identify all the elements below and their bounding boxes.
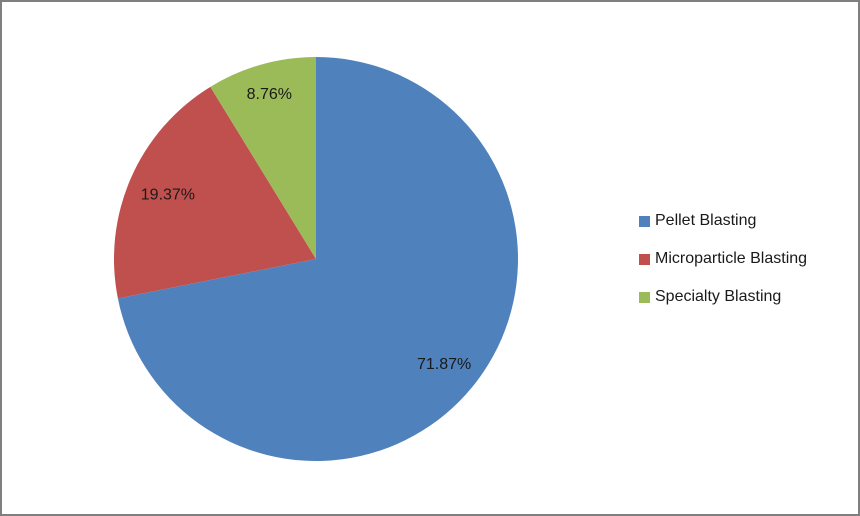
slice-percent-label: 19.37% [141, 186, 195, 203]
slice-percent-label: 8.76% [247, 86, 292, 103]
legend-swatch-icon [639, 291, 650, 303]
pie-slice-specialty-blasting [210, 57, 316, 259]
pie-slice-pellet-blasting [117, 57, 518, 461]
slice-percent-label: 71.87% [417, 356, 471, 373]
legend-item-microparticle-blasting: Microparticle Blasting [639, 240, 807, 278]
legend: Pellet Blasting Microparticle Blasting S… [639, 202, 807, 316]
legend-item-specialty-blasting: Specialty Blasting [639, 278, 807, 316]
legend-label: Pellet Blasting [655, 212, 757, 229]
legend-item-pellet-blasting: Pellet Blasting [639, 202, 807, 240]
legend-swatch-icon [639, 253, 650, 265]
pie-slice-microparticle-blasting [113, 86, 317, 299]
legend-swatch-icon [639, 215, 650, 227]
legend-label: Specialty Blasting [655, 288, 782, 305]
legend-label: Microparticle Blasting [655, 250, 808, 267]
